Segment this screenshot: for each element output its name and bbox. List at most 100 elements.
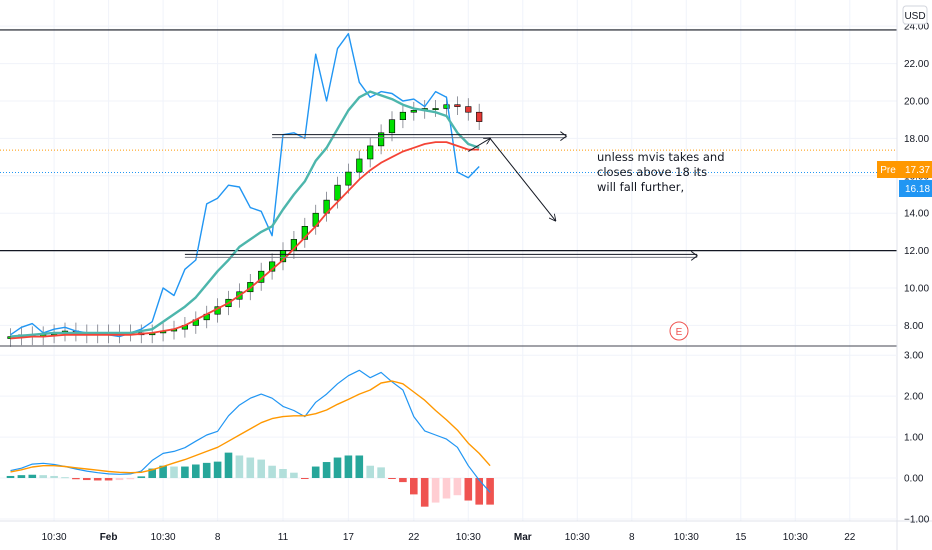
- histogram-bar: [355, 455, 364, 479]
- histogram-bar: [322, 462, 331, 479]
- histogram-bar: [83, 478, 91, 481]
- histogram-bar: [366, 465, 374, 479]
- price-tick-label: 10.00: [904, 284, 929, 295]
- histogram-bar: [420, 478, 429, 507]
- histogram-bar: [93, 478, 102, 481]
- histogram-bar: [301, 478, 309, 480]
- histogram-bar: [431, 478, 440, 503]
- candle-body: [410, 110, 417, 113]
- time-tick-label: 22: [844, 532, 856, 543]
- candle-body: [399, 111, 407, 120]
- candle-body: [388, 119, 396, 134]
- histogram-bar: [410, 478, 418, 495]
- histogram-bar: [126, 478, 135, 480]
- drawn-arrow[interactable]: [489, 138, 555, 220]
- time-tick-label: 10:30: [456, 532, 481, 543]
- annotation-line-2: closes above 18 its: [597, 165, 707, 179]
- annotation-line-1: unless mvis takes and: [597, 150, 725, 164]
- time-tick-label: 11: [278, 532, 289, 543]
- oscillator-axis[interactable]: 3.00 2.00 1.00 0.00 −1.00: [904, 351, 930, 526]
- histogram-bar: [268, 465, 276, 479]
- histogram-bar: [442, 478, 451, 499]
- drawn-ray-arrowhead: [690, 250, 699, 261]
- earnings-marker[interactable]: E: [669, 321, 689, 341]
- oscillator-tick-label: 0.00: [904, 474, 924, 485]
- pre-badge-label: Pre: [880, 165, 896, 176]
- time-axis[interactable]: 10:30 Feb 10:30 8 11 17 22 10:30 Mar 10:30 8 10:30 1…: [42, 532, 856, 543]
- candle-body: [454, 104, 461, 107]
- time-tick-label: Mar: [514, 532, 532, 543]
- pre-badge-value-bg: [899, 161, 932, 178]
- price-tick-label: 22.00: [904, 59, 929, 70]
- histogram-bar: [213, 461, 222, 479]
- drawn-rays[interactable]: [184, 131, 699, 261]
- candle-body: [301, 226, 308, 240]
- histogram-bar: [388, 478, 396, 480]
- candle-body: [356, 158, 363, 173]
- oscillator-tick-label: 2.00: [904, 392, 924, 403]
- pre-badge-value: 17.37: [905, 165, 930, 176]
- series-line-red: [10, 141, 480, 340]
- price-lines: [0, 149, 897, 173]
- histogram-bar: [192, 464, 200, 479]
- candle-body: [443, 104, 450, 109]
- histogram-bar: [486, 478, 494, 505]
- histogram-bar: [279, 469, 287, 479]
- histogram-bar: [235, 455, 244, 479]
- histogram-bar: [115, 478, 124, 481]
- histogram-bar: [159, 465, 167, 479]
- price-tick-label: 24.00: [904, 22, 929, 33]
- annotation-text[interactable]: unless mvis takes and closes above 18 it…: [597, 150, 725, 194]
- histogram-bar: [475, 478, 483, 505]
- oscillator-line-blue: [10, 369, 491, 493]
- price-tick-label: 12.00: [904, 246, 929, 257]
- currency-button[interactable]: USD: [902, 5, 928, 25]
- histogram-bar: [170, 466, 178, 479]
- last-price-badge-value: 16.18: [905, 184, 930, 195]
- time-tick-label: 10:30: [151, 532, 176, 543]
- last-price-badge-bg: [899, 180, 932, 197]
- time-tick-label: 22: [408, 532, 420, 543]
- candle-body: [377, 132, 385, 147]
- time-tick-label: 10:30: [42, 532, 67, 543]
- candle-body: [334, 184, 341, 201]
- histogram-bar: [137, 476, 146, 479]
- horizontal-levels[interactable]: [0, 29, 897, 252]
- oscillator-tick-label: 1.00: [904, 433, 924, 444]
- currency-button-label: USD: [904, 11, 925, 22]
- oscillator-pane: [0, 354, 897, 520]
- histogram-bar: [224, 452, 233, 479]
- time-tick-label: 8: [215, 532, 221, 543]
- histogram-bar: [344, 455, 353, 479]
- histogram-bar: [28, 474, 37, 479]
- histogram-bar: [399, 478, 407, 483]
- time-tick-label: 10:30: [674, 532, 699, 543]
- drawn-ray-arrowhead: [560, 131, 568, 142]
- series-line-teal: [10, 90, 480, 338]
- histogram-bar: [311, 466, 320, 479]
- histogram-bar: [290, 472, 298, 479]
- line-series: [10, 33, 480, 340]
- candle-body: [345, 171, 352, 186]
- drawn-arrow[interactable]: [468, 138, 490, 152]
- pre-market-badge: Pre 17.37: [877, 161, 932, 178]
- time-tick-label: 15: [735, 532, 747, 543]
- histogram-bar: [50, 475, 58, 479]
- time-tick-label: 8: [629, 532, 635, 543]
- price-tick-label: 18.00: [904, 134, 929, 145]
- time-tick-label: 17: [343, 532, 355, 543]
- last-price-badge: 16.18: [899, 180, 932, 197]
- candle-body: [476, 111, 483, 122]
- histogram-bar: [453, 478, 462, 496]
- pre-badge-label-bg: [877, 161, 899, 178]
- oscillator-tick-label: 3.00: [904, 351, 924, 362]
- time-tick-label: Feb: [100, 532, 118, 543]
- time-tick-label: 10:30: [783, 532, 808, 543]
- histogram-bar: [377, 467, 385, 479]
- annotation-line-3: will fall further,: [597, 180, 684, 194]
- histogram-bar: [104, 478, 113, 481]
- histogram-bar: [202, 462, 211, 479]
- histogram-bar: [72, 478, 80, 480]
- earnings-label: E: [676, 327, 683, 338]
